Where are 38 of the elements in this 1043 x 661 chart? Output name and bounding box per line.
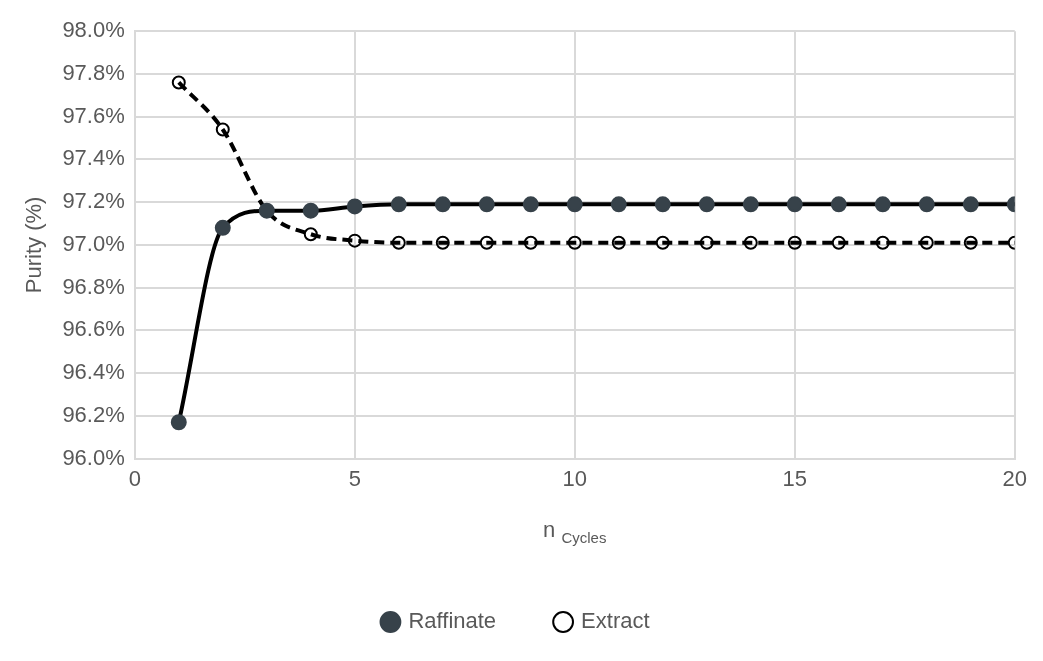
y-tick-label: 96.0% (62, 444, 125, 470)
x-tick-label: 0 (128, 465, 141, 491)
point (919, 235, 934, 250)
y-tick-label: 97.8% (62, 60, 125, 85)
point (347, 233, 362, 248)
y-tick-label: 96.2% (62, 401, 125, 427)
legend-label: Raffinate (408, 608, 497, 634)
point (831, 235, 846, 250)
point (523, 235, 538, 250)
point (699, 235, 714, 250)
x-tick-label: 10 (562, 465, 588, 491)
point (435, 235, 450, 250)
point (479, 235, 494, 250)
point (875, 235, 890, 250)
point (215, 122, 230, 137)
y-tick-label: 97.6% (62, 102, 125, 128)
point (567, 235, 582, 250)
point (303, 227, 318, 242)
point (611, 235, 626, 250)
point (655, 235, 670, 250)
x-tick-label: 15 (782, 465, 808, 491)
point (787, 235, 802, 250)
y-tick-label: 97.0% (62, 230, 125, 256)
x-axis-title: n Cycles (543, 517, 607, 546)
legend-label: Extract (581, 608, 650, 634)
x-tick-label: 5 (348, 465, 361, 491)
point (743, 235, 758, 250)
point (391, 235, 406, 250)
y-tick-label: 96.4% (62, 359, 125, 385)
y-tick-label: 97.2% (62, 188, 125, 214)
y-axis-title: Purity (%) (21, 196, 47, 294)
point (171, 75, 186, 90)
point (963, 235, 978, 250)
y-tick-label: 96.8% (62, 273, 125, 299)
y-tick-label: 98.0% (62, 17, 125, 43)
y-tick-label: 96.6% (62, 316, 125, 342)
y-tick-label: 97.4% (62, 145, 125, 171)
x-tick-label: 20 (1002, 465, 1028, 491)
